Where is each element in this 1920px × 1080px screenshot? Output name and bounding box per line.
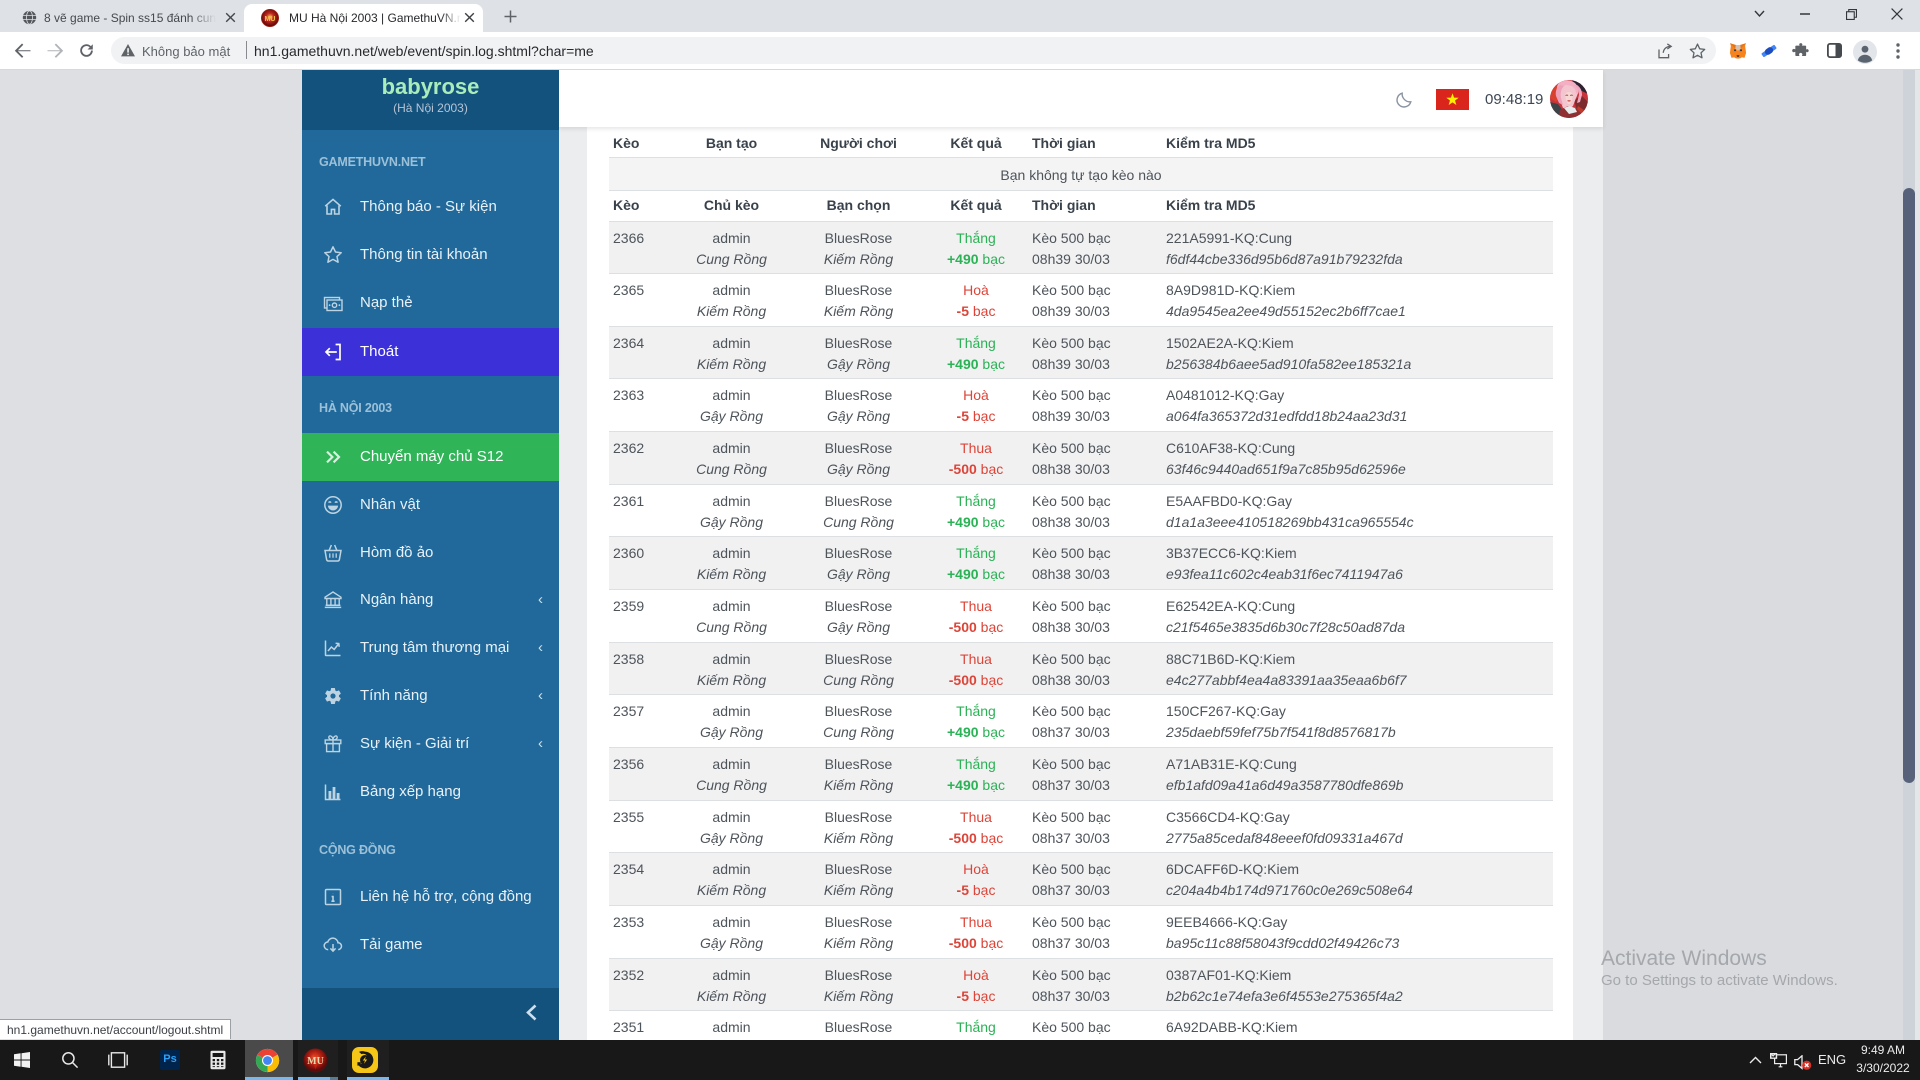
svg-text:MU: MU [307, 1056, 324, 1067]
svg-text:MU: MU [265, 16, 276, 23]
